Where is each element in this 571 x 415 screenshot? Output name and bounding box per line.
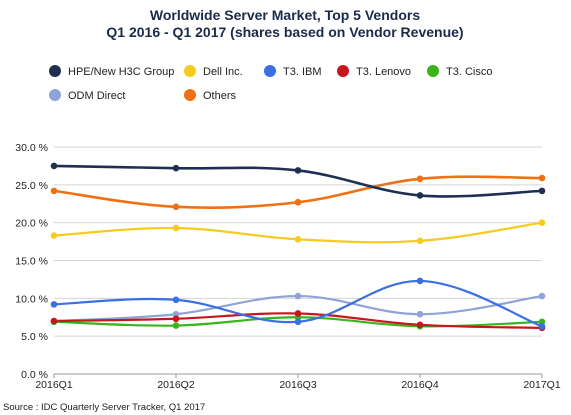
y-axis-ticks: 0.0 % 5.0 % 10.0 % 15.0 % 20.0 % 25.0 % 30.0 % [15,142,48,381]
y-tick-label: 5.0 % [21,331,48,343]
point-t3-cisco-2016q2 [172,322,180,329]
point-dell-inc-2016q3 [294,236,302,243]
series-lines [53,164,543,329]
point-t3-ibm-2016q1 [50,301,58,308]
y-tick-label: 20.0 % [15,218,48,230]
legend-label-t3-ibm: T3. IBM [283,66,322,78]
point-odm-direct-2016q2 [172,310,180,318]
legend-label-dell-inc: Dell Inc. [203,66,243,78]
x-tick-label: 2016Q3 [279,379,317,391]
legend-label-others: Others [203,90,237,102]
point-t3-lenovo-2016q1 [50,317,58,325]
x-tick-label: 2016Q1 [35,379,73,391]
x-tick-label: 2017Q1 [523,379,561,391]
point-t3-ibm-2016q2 [172,296,180,304]
point-others-2016q3 [294,198,302,206]
point-t3-ibm-2016q3 [294,318,302,326]
point-t3-ibm-2016q4 [416,277,424,285]
legend-swatch-odm-direct [49,89,61,101]
point-odm-direct-2016q3 [294,292,302,300]
y-tick-label: 25.0 % [15,180,48,192]
legend-label-odm-direct: ODM Direct [68,90,125,102]
series-points [50,162,546,332]
point-t3-ibm-2017q1 [538,323,546,330]
legend-swatch-t3-lenovo [337,65,349,77]
point-hpe-new-h3c-group-2016q3 [294,167,302,174]
gridlines [54,146,542,375]
x-tick-label: 2016Q2 [157,379,195,391]
point-odm-direct-2016q4 [416,310,424,318]
point-dell-inc-2016q4 [416,237,424,245]
legend-label-t3-cisco: T3. Cisco [446,66,492,78]
point-hpe-new-h3c-group-2016q4 [416,192,424,199]
chart-subtitle: Q1 2016 - Q1 2017 (shares based on Vendo… [106,24,463,40]
y-tick-label: 15.0 % [15,256,48,268]
point-t3-lenovo-2016q4 [416,321,424,329]
point-others-2017q1 [538,174,546,182]
legend-label-t3-lenovo: T3. Lenovo [356,66,411,78]
legend-swatch-others [184,89,196,101]
point-odm-direct-2017q1 [538,292,546,300]
point-others-2016q2 [172,203,180,211]
chart-title: Worldwide Server Market, Top 5 Vendors [150,7,420,23]
legend: HPE/New H3C Group Dell Inc. T3. IBM T3. Len… [49,65,492,102]
legend-swatch-dell-inc [184,65,196,77]
legend-label-hpe-new-h3c-group: HPE/New H3C Group [68,66,174,78]
point-dell-inc-2017q1 [538,219,546,226]
legend-swatch-hpe-new-h3c-group [49,65,61,77]
point-t3-lenovo-2016q3 [294,310,302,317]
legend-swatch-t3-cisco [427,65,439,77]
source-note: Source : IDC Quarterly Server Tracker, Q… [3,402,205,413]
point-hpe-new-h3c-group-2017q1 [538,187,546,195]
legend-swatch-t3-ibm [264,65,276,77]
point-dell-inc-2016q1 [50,232,58,239]
point-others-2016q4 [416,175,424,183]
point-hpe-new-h3c-group-2016q1 [50,162,58,170]
y-tick-label: 10.0 % [15,293,48,305]
y-tick-label: 0.0 % [21,369,48,381]
y-tick-label: 30.0 % [15,142,48,154]
x-axis-ticks: 2016Q1 2016Q2 2016Q3 2016Q4 2017Q1 [35,374,561,391]
point-others-2016q1 [50,187,58,195]
point-t3-cisco-2017q1 [538,318,546,326]
point-dell-inc-2016q2 [172,224,180,232]
point-t3-lenovo-2016q2 [172,315,180,323]
point-hpe-new-h3c-group-2016q2 [172,164,180,172]
x-tick-label: 2016Q4 [401,379,439,391]
